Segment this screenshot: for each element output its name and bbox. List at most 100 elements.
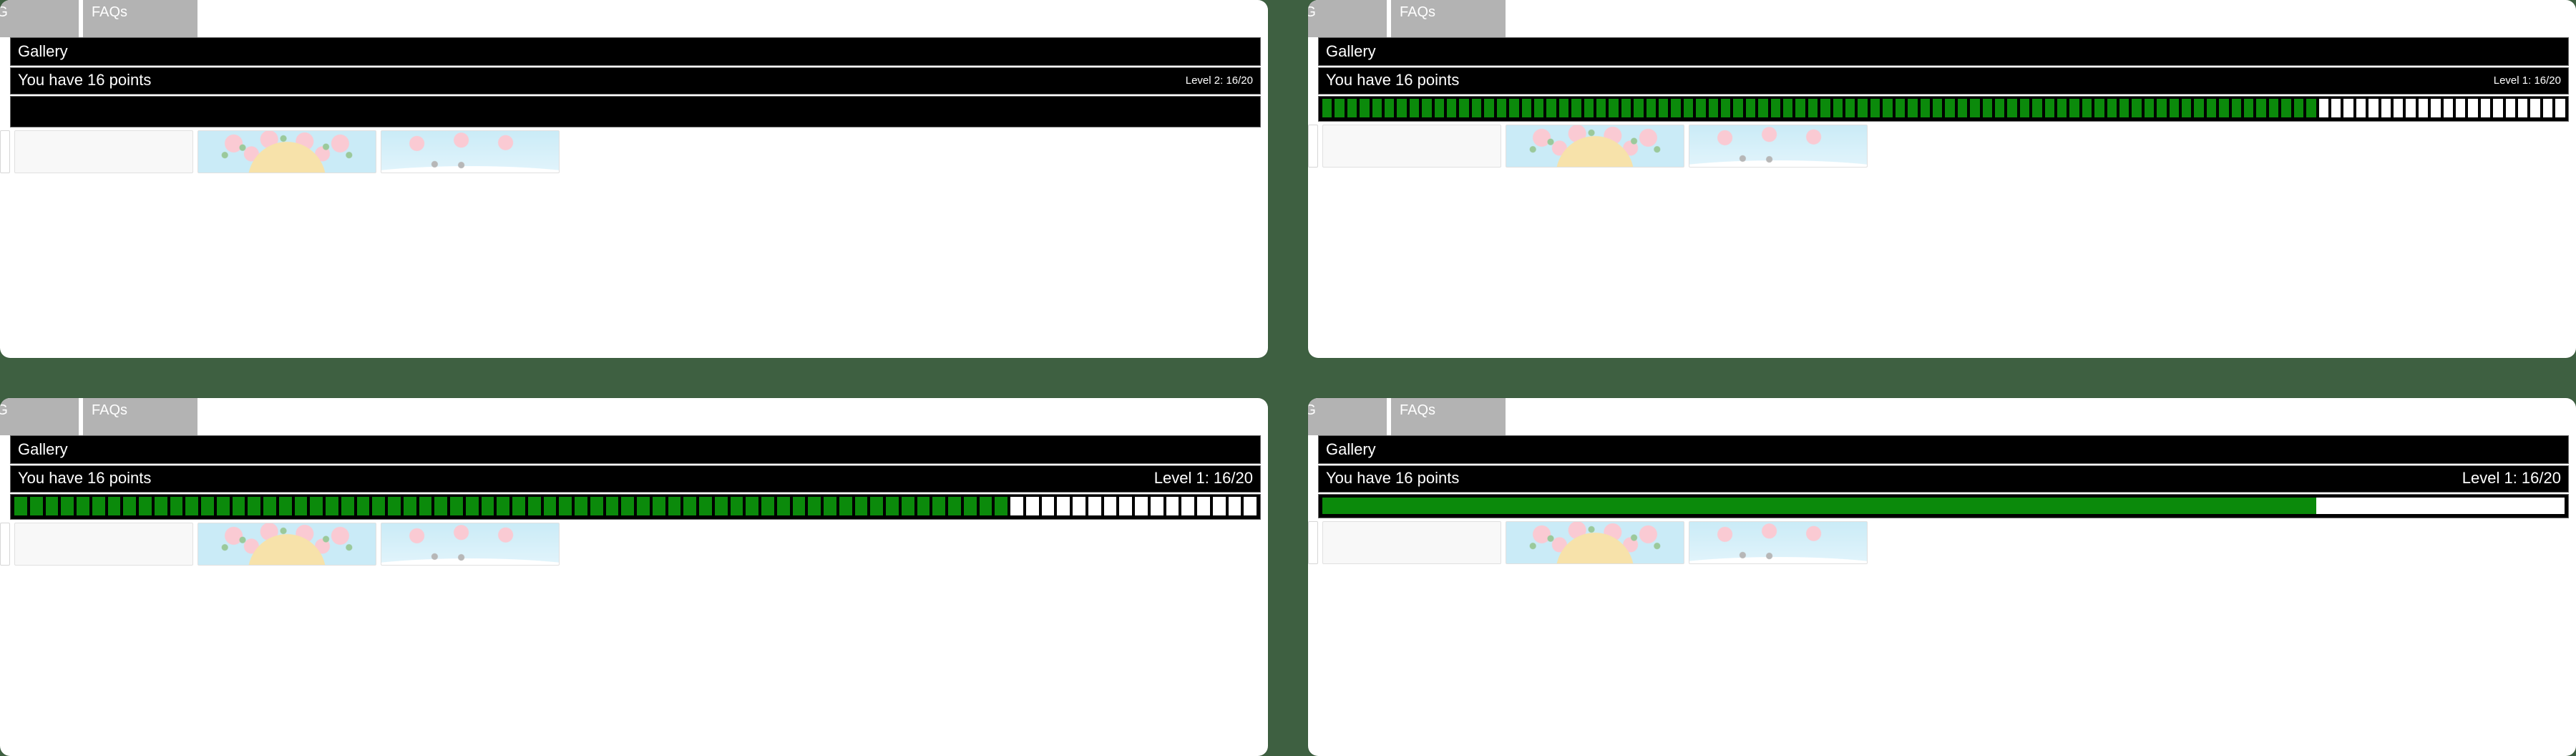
progress-tick (263, 496, 277, 516)
progress-tick (1508, 98, 1519, 118)
thumbnail[interactable] (1506, 125, 1684, 168)
progress-tick (2131, 98, 2142, 118)
progress-tick (574, 496, 588, 516)
progress-tick (683, 496, 697, 516)
progress-tick (449, 496, 464, 516)
progress-tick (917, 496, 931, 516)
thumbnail-strip (0, 523, 1261, 566)
progress-tick (1757, 98, 1768, 118)
thumbnail[interactable] (0, 523, 10, 566)
panel: v CPG ctorsFAQsGalleryYou have 16 points… (0, 0, 1268, 358)
progress-tick (745, 496, 759, 516)
thumbnail[interactable] (381, 523, 560, 566)
progress-tick (2443, 98, 2454, 118)
progress-tick (2467, 98, 2478, 118)
progress-tick (1882, 98, 1893, 118)
progress-tick (2019, 98, 2030, 118)
progress-tick (1025, 496, 1040, 516)
progress-tick (807, 496, 821, 516)
progress-tick (185, 496, 199, 516)
progress-tick (698, 496, 713, 516)
progress-bar (1318, 494, 2569, 518)
progress-tick (1658, 98, 1669, 118)
thumbnail[interactable] (14, 523, 193, 566)
progress-tick (496, 496, 510, 516)
tab-cpg[interactable]: v CPG ctors (1308, 398, 1387, 435)
level-text: Level 2: 16/20 (1186, 74, 1253, 87)
thumbnail[interactable] (197, 130, 376, 173)
progress-tick (387, 496, 401, 516)
progress-tick (216, 496, 230, 516)
thumbnail[interactable] (1506, 521, 1684, 564)
progress-tick (2119, 98, 2129, 118)
tab-faqs[interactable]: FAQs (83, 398, 197, 435)
progress-tick (1895, 98, 1906, 118)
thumbnail-strip (0, 130, 1261, 173)
progress-tick (1322, 98, 1332, 118)
thumbnail[interactable] (381, 130, 560, 173)
progress-tick (2094, 98, 2104, 118)
progress-tick (1969, 98, 1980, 118)
progress-tick (620, 496, 635, 516)
thumbnail[interactable] (1322, 521, 1501, 564)
progress-tick (1041, 496, 1055, 516)
tab-cpg[interactable]: v CPG ctors (0, 398, 79, 435)
progress-tick (2044, 98, 2055, 118)
progress-tick (901, 496, 915, 516)
thumbnail[interactable] (0, 130, 10, 173)
progress-tick (1347, 98, 1357, 118)
progress-tick (122, 496, 137, 516)
progress-tick (2156, 98, 2167, 118)
thumbnail[interactable] (14, 130, 193, 173)
tab-faqs[interactable]: FAQs (1391, 398, 1506, 435)
progress-tick (1458, 98, 1469, 118)
tab-cpg[interactable]: v CPG ctors (0, 0, 79, 37)
progress-tick (652, 496, 666, 516)
points-bar: You have 16 pointsLevel 1: 16/20 (1318, 465, 2569, 493)
progress-tick (2031, 98, 2042, 118)
progress-tick (776, 496, 791, 516)
progress-tick (1546, 98, 1556, 118)
progress-tick (2255, 98, 2266, 118)
progress-tick (1446, 98, 1457, 118)
thumbnail[interactable] (197, 523, 376, 566)
thumbnail-strip (1308, 521, 2569, 564)
progress-tick (1496, 98, 1507, 118)
progress-tick (963, 496, 977, 516)
tab-cpg[interactable]: v CPG ctors (1308, 0, 1387, 37)
progress-tick (2057, 98, 2067, 118)
progress-tick (2243, 98, 2254, 118)
progress-tick (761, 496, 775, 516)
progress-tick (1571, 98, 1581, 118)
tab-faqs[interactable]: FAQs (1391, 0, 1506, 37)
progress-tick (1720, 98, 1731, 118)
thumbnail[interactable] (1322, 125, 1501, 168)
thumbnail[interactable] (1689, 125, 1868, 168)
progress-tick (979, 496, 993, 516)
progress-tick (2430, 98, 2441, 118)
progress-tick (2343, 98, 2353, 118)
progress-tick (2418, 98, 2429, 118)
progress-tick (2206, 98, 2217, 118)
progress-tick (14, 496, 28, 516)
progress-tick (2268, 98, 2279, 118)
progress-tick (1596, 98, 1606, 118)
progress-tick (2181, 98, 2192, 118)
thumbnail[interactable] (1689, 521, 1868, 564)
level-text: Level 1: 16/20 (1154, 469, 1253, 488)
progress-tick (1134, 496, 1148, 516)
progress-tick (60, 496, 74, 516)
progress-tick (356, 496, 371, 516)
progress-tick (1646, 98, 1657, 118)
thumbnail[interactable] (1308, 125, 1318, 168)
progress-tick (2393, 98, 2404, 118)
progress-tick (92, 496, 106, 516)
progress-tick (1228, 496, 1242, 516)
thumbnail[interactable] (1308, 521, 1318, 564)
progress-tick (1833, 98, 1843, 118)
progress-tick (2069, 98, 2079, 118)
progress-tick (2331, 98, 2341, 118)
progress-tick (45, 496, 59, 516)
progress-tick (170, 496, 184, 516)
tab-faqs[interactable]: FAQs (83, 0, 197, 37)
